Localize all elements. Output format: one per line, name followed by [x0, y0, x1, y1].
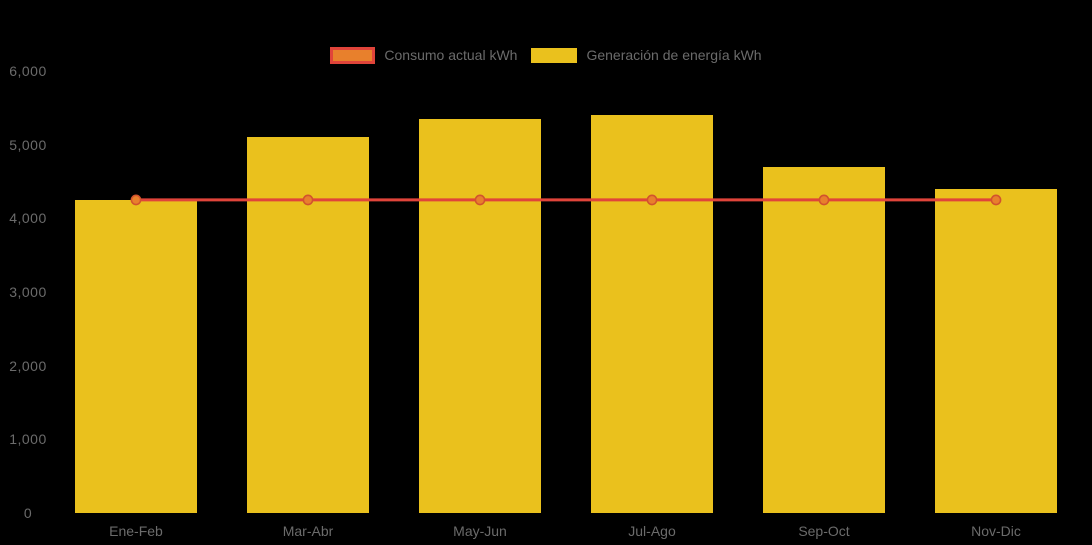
- x-tick-label-ene-feb: Ene-Feb: [109, 523, 163, 539]
- line-marker-ene-feb[interactable]: [130, 194, 142, 206]
- legend-item-consumo[interactable]: Consumo actual kWh: [330, 46, 517, 64]
- legend-line-marker-swatch: [330, 46, 376, 64]
- bar-ene-feb[interactable]: [75, 199, 197, 513]
- y-tick-label-1000: 1,000: [9, 431, 47, 448]
- legend-label-generacion: Generación de energía kWh: [586, 47, 762, 63]
- x-axis: Ene-Feb Mar-Abr May-Jun Jul-Ago Sep-Oct Nov-D…: [50, 523, 1082, 541]
- y-tick-label-4000: 4,000: [9, 210, 47, 227]
- bar-may-jun[interactable]: [419, 118, 541, 513]
- legend-bar-swatch: [531, 47, 578, 63]
- bar-sep-oct[interactable]: [763, 166, 885, 513]
- plot-area: [50, 71, 1082, 513]
- x-tick-label-may-jun: May-Jun: [453, 523, 507, 539]
- legend-label-consumo: Consumo actual kWh: [384, 47, 518, 63]
- y-tick-label-5000: 5,000: [9, 136, 47, 153]
- line-marker-mar-abr[interactable]: [302, 194, 314, 206]
- bar-jul-ago[interactable]: [591, 115, 713, 513]
- x-tick-label-jul-ago: Jul-Ago: [628, 523, 676, 539]
- bar-nov-dic[interactable]: [935, 188, 1057, 513]
- y-tick-label-6000: 6,000: [9, 63, 47, 79]
- y-tick-label-3000: 3,000: [9, 284, 47, 300]
- x-tick-label-mar-abr: Mar-Abr: [282, 523, 334, 539]
- x-tick-label-sep-oct: Sep-Oct: [798, 523, 850, 539]
- line-marker-jul-ago[interactable]: [646, 194, 658, 206]
- y-axis: 0 1,000 2,000 3,000 4,000 5,000 6,000: [0, 63, 56, 521]
- line-marker-may-jun[interactable]: [474, 194, 486, 206]
- x-tick-label-nov-dic: Nov-Dic: [971, 523, 1021, 539]
- legend-item-generacion[interactable]: Generación de energía kWh: [531, 46, 762, 64]
- line-marker-nov-dic[interactable]: [990, 194, 1002, 206]
- consumo-line-series: [130, 194, 1002, 206]
- chart-legend: Consumo actual kWh Generación de energía…: [0, 46, 1092, 64]
- y-tick-label-2000: 2,000: [9, 357, 47, 374]
- line-marker-sep-oct[interactable]: [818, 194, 830, 206]
- y-tick-label-0: 0: [23, 505, 33, 521]
